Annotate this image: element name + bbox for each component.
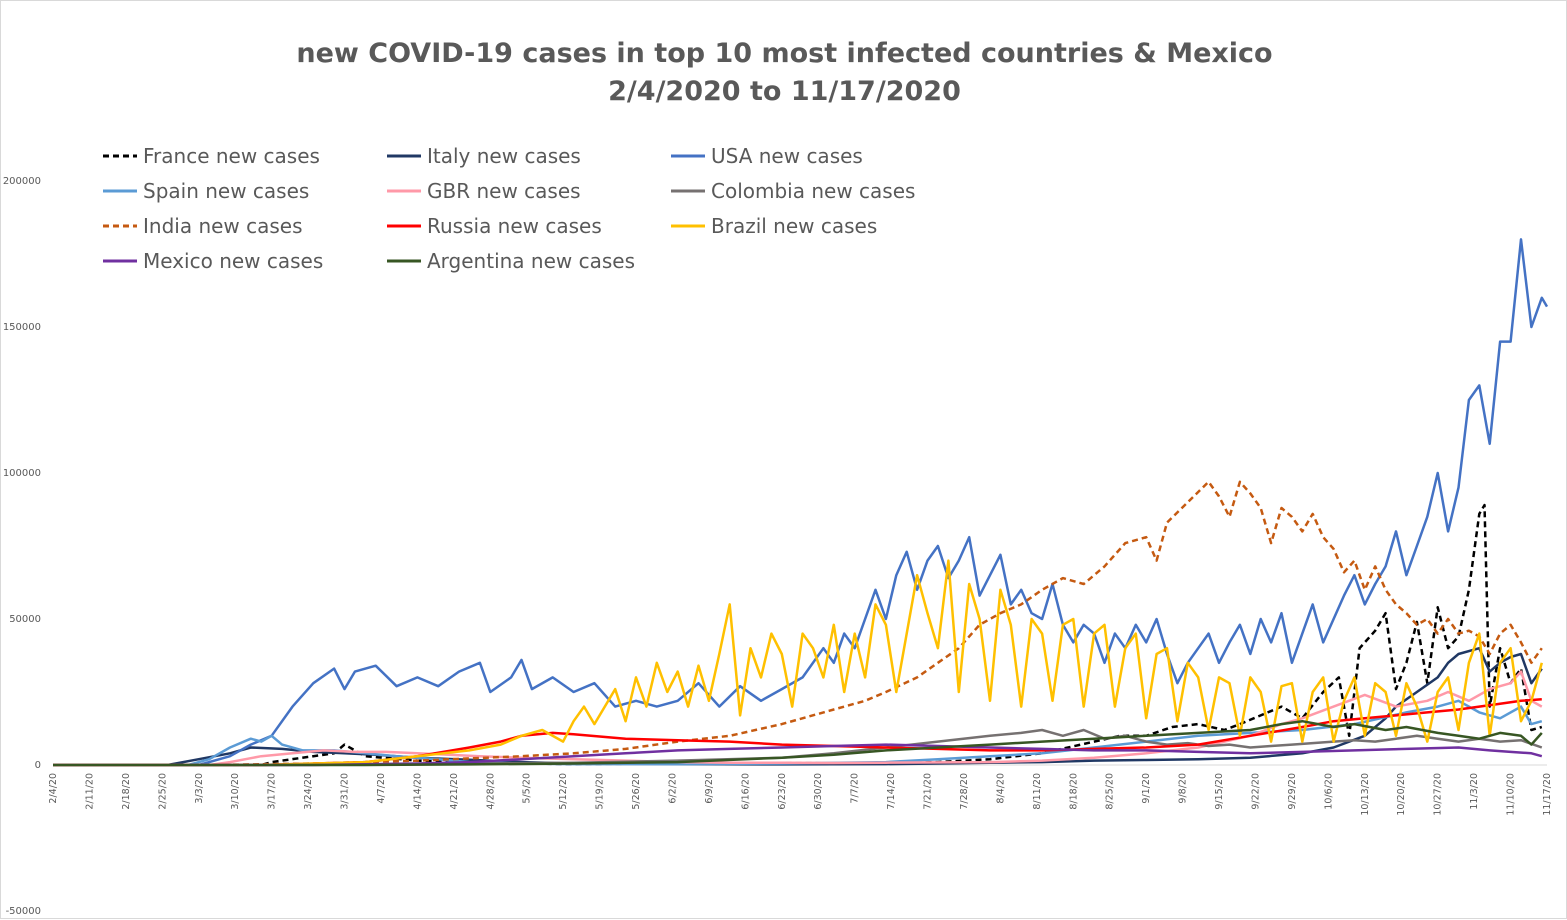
x-tick-label: 4/7/20 [376, 773, 387, 804]
x-tick-label: 9/29/20 [1287, 773, 1298, 810]
y-tick-label: 100000 [3, 468, 41, 479]
x-tick-label: 3/10/20 [230, 773, 241, 810]
x-tick-label: 6/30/20 [813, 773, 824, 810]
x-tick-label: 9/1/20 [1141, 773, 1152, 804]
x-tick-label: 11/3/20 [1469, 773, 1480, 810]
x-tick-label: 4/28/20 [485, 773, 496, 810]
x-tick-label: 7/21/20 [923, 773, 934, 810]
legend-label: USA new cases [711, 144, 863, 168]
y-tick-label: 200000 [3, 176, 41, 187]
y-tick-label: 50000 [9, 614, 41, 625]
legend-label: GBR new cases [427, 179, 581, 203]
x-tick-label: 7/7/20 [850, 773, 861, 804]
x-tick-label: 5/5/20 [522, 773, 533, 804]
x-tick-label: 10/27/20 [1433, 773, 1444, 816]
x-tick-label: 6/23/20 [777, 773, 788, 810]
x-tick-label: 8/11/20 [1032, 773, 1043, 810]
x-tick-label: 9/22/20 [1250, 773, 1261, 810]
x-tick-label: 11/17/20 [1542, 773, 1553, 816]
x-tick-label: 6/16/20 [740, 773, 751, 810]
x-tick-label: 10/20/20 [1396, 773, 1407, 816]
series-line [53, 480, 1543, 767]
x-tick-label: 8/4/20 [995, 773, 1006, 804]
y-tick-label: 150000 [3, 322, 41, 333]
x-tick-label: 2/4/20 [48, 773, 59, 804]
series-line [53, 719, 1543, 767]
legend: France new cases Italy new cases USA new c… [103, 144, 915, 273]
series-lines [53, 238, 1549, 767]
x-tick-label: 3/3/20 [194, 773, 205, 804]
x-tick-label: 4/14/20 [412, 773, 423, 810]
series-line [53, 698, 1542, 767]
x-tick-label: 10/6/20 [1323, 773, 1334, 810]
legend-label: Mexico new cases [143, 249, 323, 273]
y-tick-label: 0 [35, 760, 41, 771]
chart-title: new COVID-19 cases in top 10 most infect… [296, 38, 1273, 69]
x-tick-label: 9/15/20 [1214, 773, 1225, 810]
legend-label: Spain new cases [143, 179, 309, 203]
legend-label: Russia new cases [427, 214, 602, 238]
x-tick-label: 8/18/20 [1068, 773, 1079, 810]
series-line [53, 238, 1549, 767]
x-tick-label: 3/31/20 [340, 773, 351, 810]
x-axis: 2/4/20 2/11/20 2/18/20 2/25/20 3/3/20 3/10/20… [48, 764, 1553, 816]
x-tick-label: 2/11/20 [84, 773, 95, 810]
legend-label: Italy new cases [427, 144, 581, 168]
x-tick-label: 2/18/20 [121, 773, 132, 810]
legend-label: Colombia new cases [711, 179, 915, 203]
x-tick-label: 3/17/20 [267, 773, 278, 810]
x-tick-label: 4/21/20 [449, 773, 460, 810]
x-tick-label: 6/2/20 [667, 773, 678, 804]
chart-subtitle: 2/4/2020 to 11/17/2020 [608, 75, 961, 107]
x-tick-label: 3/24/20 [303, 773, 314, 810]
series-line [53, 559, 1544, 767]
x-tick-label: 5/19/20 [595, 773, 606, 810]
legend-label: India new cases [143, 214, 303, 238]
x-tick-label: 6/9/20 [704, 773, 715, 804]
legend-label: Argentina new cases [427, 249, 635, 273]
x-tick-label: 7/14/20 [886, 773, 897, 810]
x-tick-label: 8/25/20 [1105, 773, 1116, 810]
x-tick-label: 10/13/20 [1360, 773, 1371, 816]
x-tick-label: 11/10/20 [1506, 773, 1517, 816]
series-line [53, 670, 1543, 767]
y-axis-ticks: -50000 0 50000 100000 150000 200000 [3, 176, 41, 917]
y-tick-label: -50000 [6, 906, 41, 917]
x-tick-label: 9/8/20 [1178, 773, 1189, 804]
x-tick-label: 2/25/20 [157, 773, 168, 810]
legend-label: Brazil new cases [711, 214, 877, 238]
legend-label: France new cases [143, 144, 320, 168]
series-line [53, 743, 1543, 767]
x-tick-label: 7/28/20 [959, 773, 970, 810]
x-tick-label: 5/12/20 [558, 773, 569, 810]
series-line [53, 503, 1543, 767]
chart-title-block: new COVID-19 cases in top 10 most infect… [1, 35, 1567, 111]
x-tick-label: 5/26/20 [631, 773, 642, 810]
